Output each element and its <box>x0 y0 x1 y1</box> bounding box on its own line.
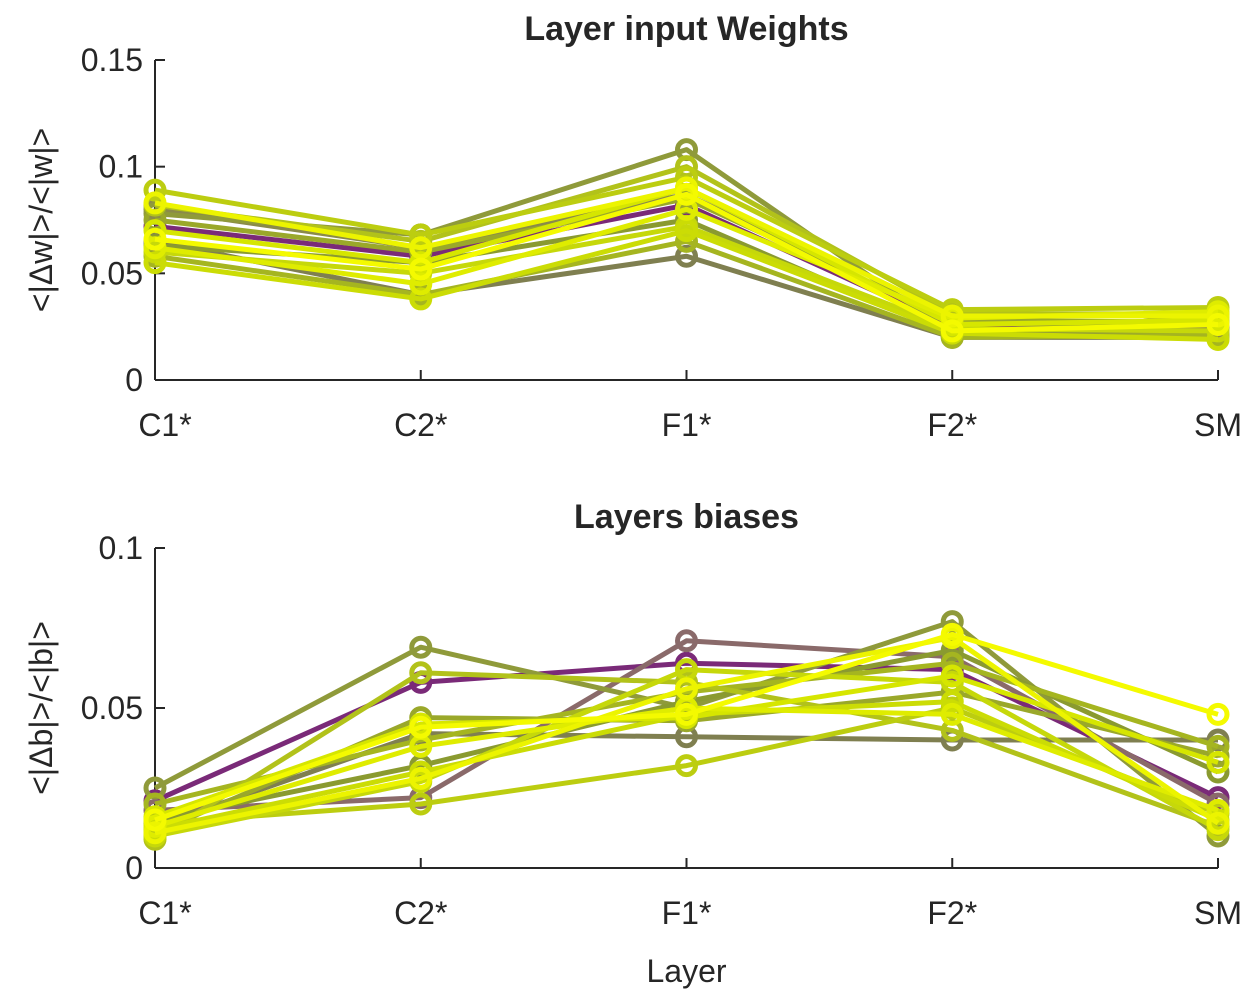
x-tick-label: C2* <box>394 407 447 443</box>
data-point <box>409 715 433 739</box>
weights-panel: Layer input Weights 0 0.05 0.1 0.15 C1* C2* F1*… <box>23 10 1242 443</box>
data-point <box>940 690 964 714</box>
y-axis-label: <|Δw|>/<|w|> <box>23 128 59 312</box>
series-14 <box>143 182 1230 343</box>
data-point <box>1206 811 1230 835</box>
data-point <box>940 664 964 688</box>
data-point <box>940 702 964 726</box>
y-tick-label: 0 <box>125 362 143 398</box>
chart-title: Layers biases <box>574 498 799 536</box>
data-point <box>675 677 698 701</box>
series-14 <box>143 622 1230 832</box>
series-13 <box>143 176 1230 328</box>
series-line <box>154 228 1219 342</box>
data-point <box>1206 750 1230 774</box>
data-point <box>409 661 433 685</box>
data-point <box>409 792 433 816</box>
data-point <box>143 227 167 251</box>
data-point <box>1206 313 1230 337</box>
y-tick-label: 0.1 <box>99 530 143 566</box>
data-point <box>143 251 167 275</box>
x-tick-label: SM <box>1194 895 1242 931</box>
x-tick-label: F2* <box>927 407 977 443</box>
data-point <box>409 223 433 247</box>
y-axis-label: <|Δb|>/<|b|> <box>23 621 59 795</box>
data-point <box>143 178 167 202</box>
data-point <box>409 236 433 260</box>
y-tick-label: 0.15 <box>81 42 143 78</box>
series-line <box>154 635 1220 836</box>
data-point <box>675 182 698 206</box>
data-point <box>143 821 167 845</box>
data-point <box>1206 702 1230 726</box>
series-line <box>154 185 1218 319</box>
data-point <box>675 219 698 243</box>
data-point <box>143 808 167 832</box>
series-line <box>153 670 1219 842</box>
x-tick-label: SM <box>1194 407 1242 443</box>
data-point <box>675 244 698 268</box>
data-point <box>940 304 964 328</box>
x-tick-label: F2* <box>927 895 977 931</box>
x-tick-label: C1* <box>138 895 191 931</box>
data-point <box>409 635 433 659</box>
series-line <box>154 191 1219 334</box>
data-point <box>675 197 698 221</box>
x-tick-label: F1* <box>662 895 712 931</box>
data-point <box>1206 798 1230 822</box>
y-tick-label: 0.05 <box>81 255 143 291</box>
series-line <box>154 631 1219 823</box>
data-point <box>409 272 433 296</box>
x-tick-label: C2* <box>394 895 447 931</box>
x-tick-label: F1* <box>662 407 712 443</box>
x-tick-label: C1* <box>138 407 191 443</box>
y-tick-label: 0 <box>125 850 143 886</box>
biases-panel: Layers biases 0 0.05 0.1 C1* C2* F1* F2* SM <|Δb|… <box>23 498 1242 989</box>
chart-title: Layer input Weights <box>524 10 848 48</box>
y-tick-label: 0.05 <box>81 690 143 726</box>
y-tick-label: 0.1 <box>99 149 143 185</box>
x-axis-label: Layer <box>646 953 726 989</box>
data-point <box>940 319 964 343</box>
data-point <box>675 702 698 726</box>
data-point <box>940 622 964 646</box>
series-line <box>154 667 1220 839</box>
data-point <box>409 287 433 311</box>
data-point <box>409 766 433 790</box>
series-line <box>154 705 1219 829</box>
data-point <box>143 236 167 260</box>
data-point <box>143 191 167 215</box>
data-point <box>675 754 698 778</box>
data-point <box>409 257 433 281</box>
data-point <box>675 629 698 653</box>
